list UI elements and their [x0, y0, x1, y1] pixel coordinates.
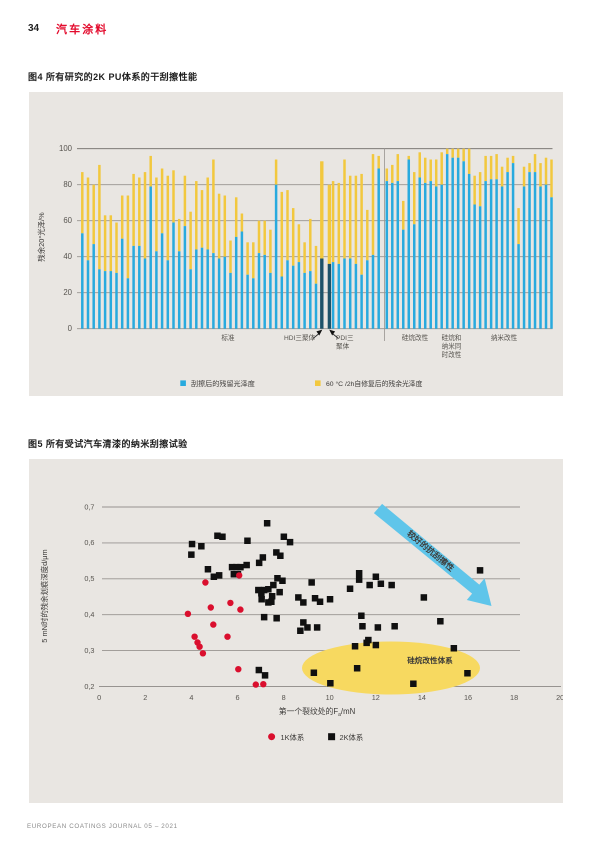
svg-text:8: 8 — [282, 693, 286, 702]
svg-text:6: 6 — [235, 693, 239, 702]
svg-text:60 °C /2h自修复后的残余光泽度: 60 °C /2h自修复后的残余光泽度 — [326, 379, 423, 388]
svg-text:1K体系: 1K体系 — [281, 733, 305, 742]
svg-text:0: 0 — [68, 324, 73, 333]
svg-text:0,7: 0,7 — [84, 502, 94, 511]
svg-text:0,2: 0,2 — [84, 682, 94, 691]
svg-text:5 mN时的残余划痕深度d/μm: 5 mN时的残余划痕深度d/μm — [40, 549, 49, 642]
svg-text:2K体系: 2K体系 — [340, 733, 364, 742]
svg-text:硅烷和: 硅烷和 — [442, 333, 462, 342]
svg-text:硅烷改性体系: 硅烷改性体系 — [407, 655, 453, 665]
svg-text:聚体: 聚体 — [336, 342, 350, 351]
svg-text:14: 14 — [418, 693, 426, 702]
svg-text:40: 40 — [63, 252, 72, 261]
svg-text:纳米同: 纳米同 — [442, 342, 462, 351]
svg-text:20: 20 — [556, 693, 563, 702]
svg-text:2: 2 — [143, 693, 147, 702]
svg-text:18: 18 — [510, 693, 518, 702]
svg-text:16: 16 — [464, 693, 472, 702]
svg-text:HDI三聚体: HDI三聚体 — [284, 333, 316, 342]
svg-text:残余20°光泽/%: 残余20°光泽/% — [37, 212, 46, 262]
svg-text:4: 4 — [189, 693, 193, 702]
svg-text:时改性: 时改性 — [442, 350, 462, 359]
svg-text:纳米改性: 纳米改性 — [491, 333, 518, 342]
svg-text:12: 12 — [372, 693, 380, 702]
svg-text:刮擦后的残留光泽度: 刮擦后的残留光泽度 — [191, 379, 255, 388]
svg-text:0: 0 — [97, 693, 101, 702]
svg-text:PDI三: PDI三 — [336, 334, 354, 342]
svg-text:0,4: 0,4 — [84, 610, 94, 619]
svg-text:硅烷改性: 硅烷改性 — [402, 333, 429, 342]
svg-text:0,5: 0,5 — [84, 574, 94, 583]
svg-text:60: 60 — [63, 216, 72, 225]
svg-text:10: 10 — [326, 693, 334, 702]
svg-text:80: 80 — [63, 180, 72, 189]
svg-text:0,6: 0,6 — [84, 538, 94, 547]
svg-text:第一个裂纹处的Fa/mN: 第一个裂纹处的Fa/mN — [279, 706, 355, 718]
svg-text:标准: 标准 — [221, 333, 235, 342]
svg-text:0,3: 0,3 — [84, 646, 94, 655]
svg-text:100: 100 — [59, 144, 73, 153]
svg-text:20: 20 — [63, 288, 72, 297]
